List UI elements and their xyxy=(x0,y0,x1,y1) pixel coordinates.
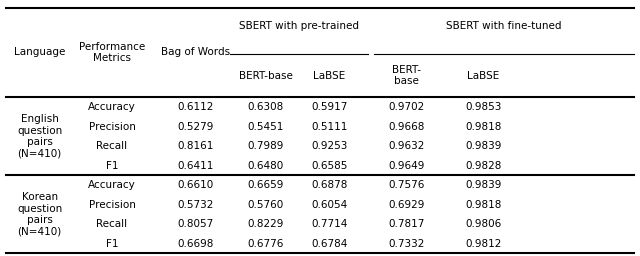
Text: 0.5917: 0.5917 xyxy=(312,102,348,112)
Text: F1: F1 xyxy=(106,239,118,249)
Text: 0.9839: 0.9839 xyxy=(465,141,501,151)
Text: 0.5760: 0.5760 xyxy=(248,200,284,210)
Text: 0.7989: 0.7989 xyxy=(248,141,284,151)
Text: SBERT with pre-trained: SBERT with pre-trained xyxy=(239,20,359,31)
Text: 0.8057: 0.8057 xyxy=(177,219,213,229)
Text: 0.9649: 0.9649 xyxy=(388,161,424,170)
Text: 0.5451: 0.5451 xyxy=(248,122,284,132)
Text: LaBSE: LaBSE xyxy=(467,70,499,81)
Text: Accuracy: Accuracy xyxy=(88,180,136,190)
Text: 0.9818: 0.9818 xyxy=(465,122,501,132)
Text: 0.6659: 0.6659 xyxy=(248,180,284,190)
Text: 0.6776: 0.6776 xyxy=(248,239,284,249)
Text: 0.6054: 0.6054 xyxy=(312,200,348,210)
Text: 0.8229: 0.8229 xyxy=(248,219,284,229)
Text: Performance
Metrics: Performance Metrics xyxy=(79,42,145,63)
Text: 0.9818: 0.9818 xyxy=(465,200,501,210)
Text: 0.9853: 0.9853 xyxy=(465,102,501,112)
Text: 0.6698: 0.6698 xyxy=(177,239,213,249)
Text: 0.9806: 0.9806 xyxy=(465,219,501,229)
Text: BERT-base: BERT-base xyxy=(239,70,292,81)
Text: 0.9253: 0.9253 xyxy=(312,141,348,151)
Text: 0.6878: 0.6878 xyxy=(312,180,348,190)
Text: 0.5279: 0.5279 xyxy=(177,122,213,132)
Text: 0.7714: 0.7714 xyxy=(312,219,348,229)
Text: Korean
question
pairs
(N=410): Korean question pairs (N=410) xyxy=(17,192,62,237)
Text: 0.6784: 0.6784 xyxy=(312,239,348,249)
Text: 0.6929: 0.6929 xyxy=(388,200,424,210)
Text: F1: F1 xyxy=(106,161,118,170)
Text: 0.5111: 0.5111 xyxy=(312,122,348,132)
Text: 0.8161: 0.8161 xyxy=(177,141,213,151)
Text: 0.6308: 0.6308 xyxy=(248,102,284,112)
Text: 0.6411: 0.6411 xyxy=(177,161,213,170)
Text: 0.6610: 0.6610 xyxy=(177,180,213,190)
Text: 0.7817: 0.7817 xyxy=(388,219,424,229)
Text: BERT-
base: BERT- base xyxy=(392,65,421,86)
Text: Recall: Recall xyxy=(97,219,127,229)
Text: Bag of Words: Bag of Words xyxy=(161,47,230,58)
Text: Precision: Precision xyxy=(88,200,136,210)
Text: 0.9632: 0.9632 xyxy=(388,141,424,151)
Text: 0.6585: 0.6585 xyxy=(312,161,348,170)
Text: 0.6112: 0.6112 xyxy=(177,102,213,112)
Text: LaBSE: LaBSE xyxy=(314,70,346,81)
Text: SBERT with fine-tuned: SBERT with fine-tuned xyxy=(446,20,562,31)
Text: 0.9702: 0.9702 xyxy=(388,102,424,112)
Text: 0.9828: 0.9828 xyxy=(465,161,501,170)
Text: 0.9839: 0.9839 xyxy=(465,180,501,190)
Text: Language: Language xyxy=(14,47,65,58)
Text: English
question
pairs
(N=410): English question pairs (N=410) xyxy=(17,114,62,159)
Text: Precision: Precision xyxy=(88,122,136,132)
Text: Recall: Recall xyxy=(97,141,127,151)
Text: 0.6480: 0.6480 xyxy=(248,161,284,170)
Text: 0.7576: 0.7576 xyxy=(388,180,424,190)
Text: Accuracy: Accuracy xyxy=(88,102,136,112)
Text: 0.9668: 0.9668 xyxy=(388,122,424,132)
Text: 0.9812: 0.9812 xyxy=(465,239,501,249)
Text: 0.7332: 0.7332 xyxy=(388,239,424,249)
Text: 0.5732: 0.5732 xyxy=(177,200,213,210)
